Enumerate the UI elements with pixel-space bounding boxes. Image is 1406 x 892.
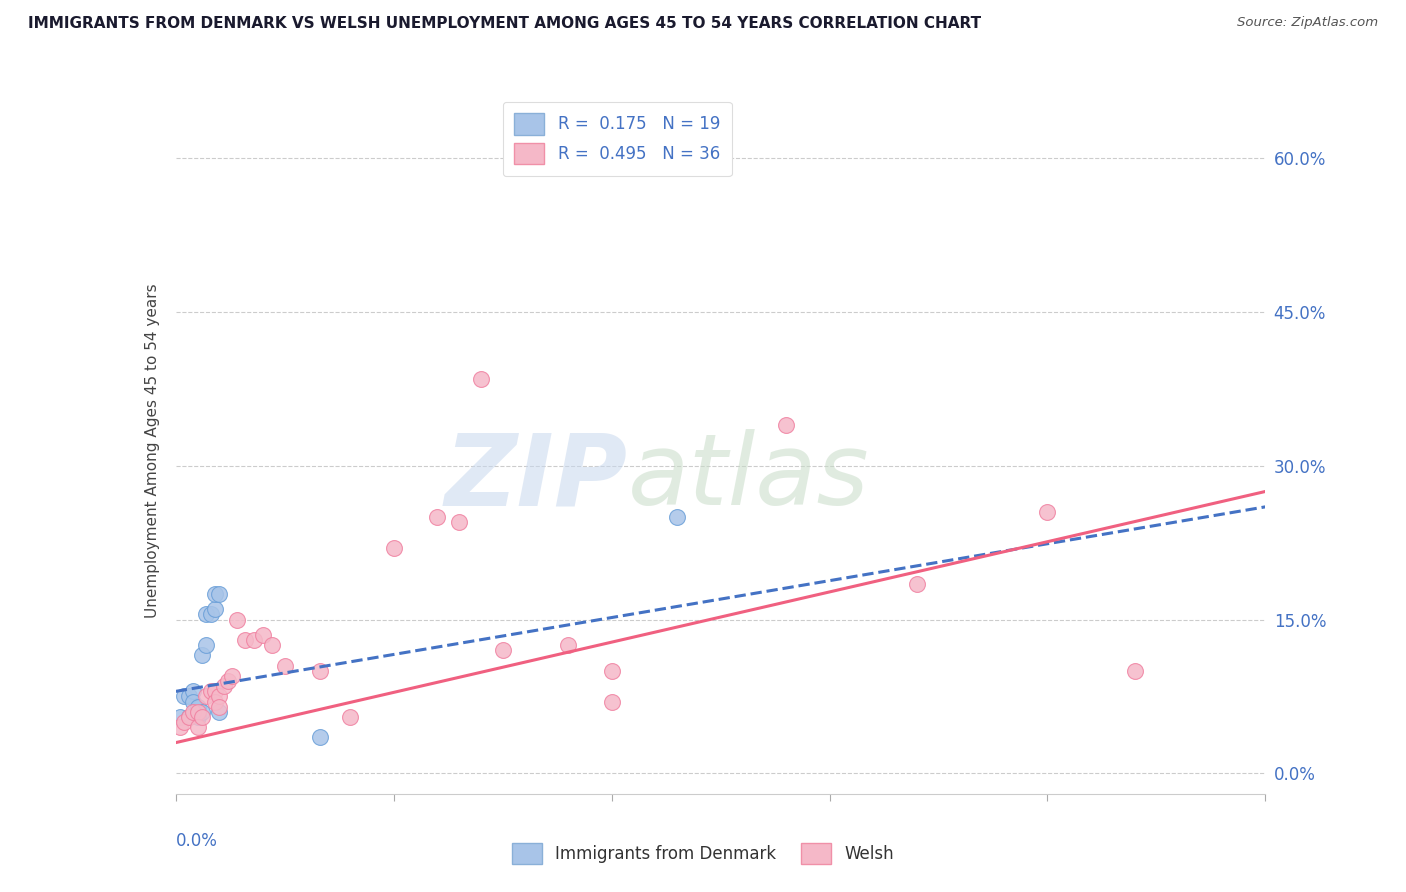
Point	[204, 695, 226, 709]
Point	[181, 705, 204, 719]
Text: 0.0%: 0.0%	[176, 831, 218, 850]
Point	[191, 705, 214, 719]
Point	[181, 695, 204, 709]
Point	[204, 587, 226, 601]
Point	[600, 695, 623, 709]
Point	[252, 628, 274, 642]
Point	[181, 684, 204, 698]
Point	[470, 372, 492, 386]
Point	[173, 715, 195, 730]
Point	[177, 710, 200, 724]
Point	[426, 510, 449, 524]
Text: ZIP: ZIP	[444, 429, 628, 526]
Point	[169, 710, 191, 724]
Point	[600, 664, 623, 678]
Legend: R =  0.175   N = 19, R =  0.495   N = 36: R = 0.175 N = 19, R = 0.495 N = 36	[502, 102, 731, 176]
Text: Source: ZipAtlas.com: Source: ZipAtlas.com	[1237, 16, 1378, 29]
Point	[382, 541, 405, 555]
Point	[191, 710, 214, 724]
Point	[235, 633, 257, 648]
Point	[186, 705, 209, 719]
Text: atlas: atlas	[628, 429, 869, 526]
Point	[212, 679, 235, 693]
Point	[186, 699, 209, 714]
Point	[186, 720, 209, 734]
Point	[208, 699, 231, 714]
Point	[204, 684, 226, 698]
Point	[169, 720, 191, 734]
Point	[186, 710, 209, 724]
Point	[195, 638, 218, 652]
Point	[177, 710, 200, 724]
Point	[191, 648, 214, 663]
Point	[1036, 505, 1059, 519]
Point	[308, 731, 330, 745]
Point	[905, 576, 928, 591]
Point	[221, 669, 243, 683]
Point	[274, 658, 297, 673]
Point	[208, 690, 231, 704]
Point	[260, 638, 283, 652]
Y-axis label: Unemployment Among Ages 45 to 54 years: Unemployment Among Ages 45 to 54 years	[145, 283, 160, 618]
Point	[243, 633, 266, 648]
Point	[447, 515, 470, 529]
Point	[339, 710, 361, 724]
Point	[200, 684, 222, 698]
Point	[208, 705, 231, 719]
Text: IMMIGRANTS FROM DENMARK VS WELSH UNEMPLOYMENT AMONG AGES 45 TO 54 YEARS CORRELAT: IMMIGRANTS FROM DENMARK VS WELSH UNEMPLO…	[28, 16, 981, 31]
Point	[217, 674, 239, 689]
Point	[173, 690, 195, 704]
Point	[195, 607, 218, 622]
Point	[775, 417, 797, 432]
Point	[200, 607, 222, 622]
Point	[308, 664, 330, 678]
Point	[492, 643, 515, 657]
Point	[666, 510, 689, 524]
Point	[1123, 664, 1146, 678]
Legend: Immigrants from Denmark, Welsh: Immigrants from Denmark, Welsh	[505, 837, 901, 871]
Point	[204, 602, 226, 616]
Point	[208, 587, 231, 601]
Point	[195, 690, 218, 704]
Point	[557, 638, 579, 652]
Point	[177, 690, 200, 704]
Point	[225, 613, 247, 627]
